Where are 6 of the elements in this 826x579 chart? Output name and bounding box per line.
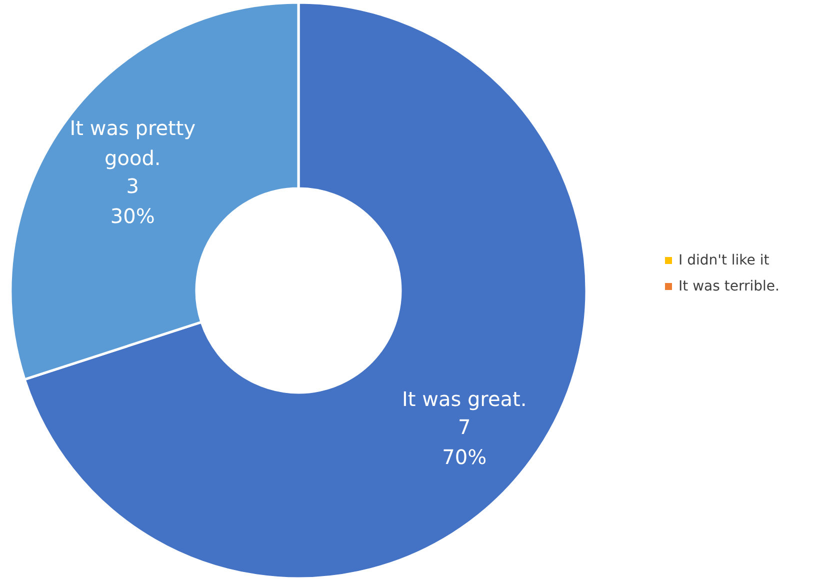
data-label: 3 30% xyxy=(110,174,155,228)
data-label: 7 70% xyxy=(442,414,487,469)
slice-label: It was pretty good. xyxy=(70,116,196,170)
slice-label: It was great. xyxy=(402,386,527,411)
legend-label: It was terrible. xyxy=(678,278,780,294)
legend-label: I didn't like it xyxy=(678,252,770,268)
